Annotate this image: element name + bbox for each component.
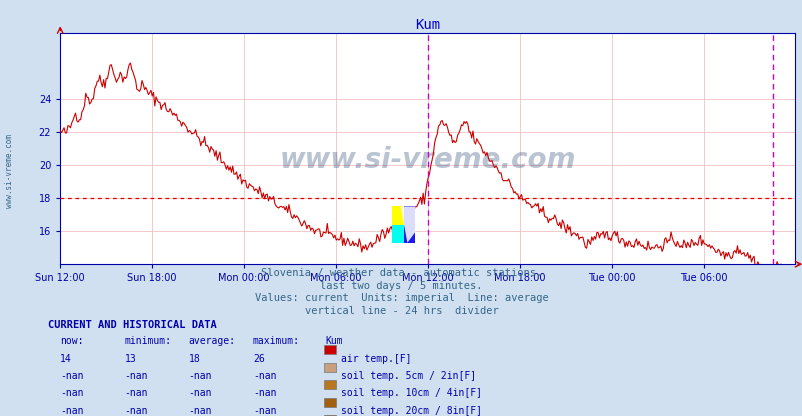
Text: -nan: -nan	[188, 406, 212, 416]
Text: -nan: -nan	[124, 406, 148, 416]
Text: -nan: -nan	[253, 406, 276, 416]
Text: maximum:: maximum:	[253, 336, 300, 346]
Text: -nan: -nan	[124, 371, 148, 381]
Text: soil temp. 10cm / 4in[F]: soil temp. 10cm / 4in[F]	[341, 389, 482, 399]
Text: average:: average:	[188, 336, 236, 346]
Text: soil temp. 5cm / 2in[F]: soil temp. 5cm / 2in[F]	[341, 371, 476, 381]
Text: -nan: -nan	[60, 371, 83, 381]
Text: -nan: -nan	[188, 389, 212, 399]
Title: Kum: Kum	[415, 18, 439, 32]
Text: 14: 14	[60, 354, 72, 364]
Bar	[392, 225, 403, 243]
Text: Values: current  Units: imperial  Line: average: Values: current Units: imperial Line: av…	[254, 293, 548, 303]
Text: www.si-vreme.com: www.si-vreme.com	[5, 134, 14, 208]
Text: -nan: -nan	[60, 406, 83, 416]
Text: -nan: -nan	[253, 371, 276, 381]
Text: -nan: -nan	[124, 389, 148, 399]
Text: soil temp. 20cm / 8in[F]: soil temp. 20cm / 8in[F]	[341, 406, 482, 416]
Text: vertical line - 24 hrs  divider: vertical line - 24 hrs divider	[304, 306, 498, 316]
Text: CURRENT AND HISTORICAL DATA: CURRENT AND HISTORICAL DATA	[48, 320, 217, 330]
Polygon shape	[400, 206, 415, 243]
Bar	[392, 206, 403, 225]
Text: Slovenia / weather data - automatic stations.: Slovenia / weather data - automatic stat…	[261, 268, 541, 278]
Text: -nan: -nan	[60, 389, 83, 399]
Text: minimum:: minimum:	[124, 336, 172, 346]
Bar	[403, 206, 415, 243]
Text: 18: 18	[188, 354, 200, 364]
Text: -nan: -nan	[188, 371, 212, 381]
Text: 26: 26	[253, 354, 265, 364]
Text: Kum: Kum	[325, 336, 342, 346]
Text: air temp.[F]: air temp.[F]	[341, 354, 411, 364]
Text: now:: now:	[60, 336, 83, 346]
Text: www.si-vreme.com: www.si-vreme.com	[279, 146, 575, 174]
Text: last two days / 5 minutes.: last two days / 5 minutes.	[320, 281, 482, 291]
Text: -nan: -nan	[253, 389, 276, 399]
Text: 13: 13	[124, 354, 136, 364]
